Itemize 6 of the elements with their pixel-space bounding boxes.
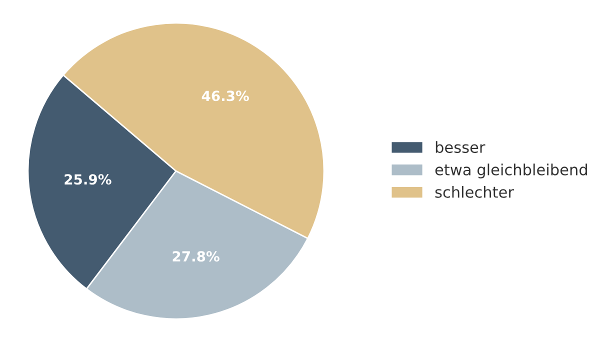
- data-label: 25.9%: [64, 174, 112, 185]
- legend-label: etwa gleichbleibend: [435, 164, 587, 178]
- data-label: 27.8%: [172, 251, 220, 262]
- legend-label: besser: [436, 141, 486, 154]
- data-label: 46.3%: [202, 90, 249, 102]
- legend-label: schlechter: [435, 186, 514, 198]
